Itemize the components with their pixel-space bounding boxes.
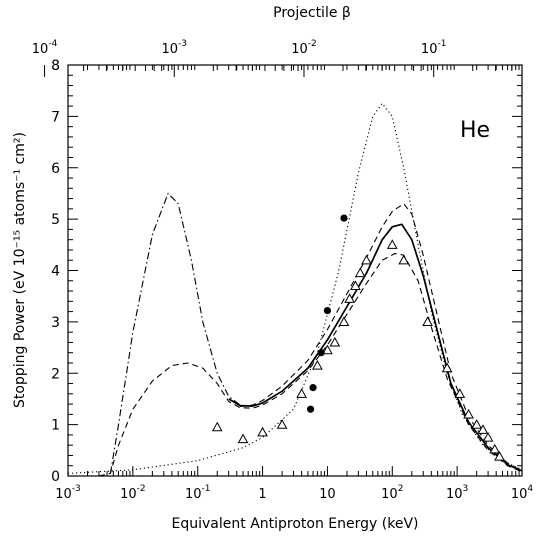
y-axis-label: Stopping Power (eV 10⁻¹⁵ atoms⁻¹ cm²) <box>12 132 28 408</box>
data-point-triangle <box>296 388 307 398</box>
data-point-triangle <box>454 388 466 398</box>
data-point-filled-circle <box>340 214 348 222</box>
data-point-triangle <box>211 421 223 432</box>
top-axis-ticks: 10-4 10-3 10-2 10-1 <box>32 39 513 77</box>
top-tick-label: 10-3 <box>162 39 188 57</box>
data-point-triangle <box>477 424 489 434</box>
data-point-triangle <box>398 254 410 265</box>
y-tick-label: 0 <box>51 469 60 485</box>
plot-frame <box>67 64 523 477</box>
data-point-triangle <box>361 254 372 265</box>
data-point-filled-circle <box>306 405 315 413</box>
x-tick-label: 10-2 <box>120 484 146 502</box>
data-point-triangle <box>322 344 333 355</box>
data-point-triangle <box>276 419 288 429</box>
data-point-triangle <box>422 316 433 326</box>
y-tick-label: 5 <box>51 212 60 228</box>
data-point-triangle <box>441 362 453 373</box>
y-tick-label: 1 <box>51 418 60 434</box>
data-point-triangle <box>482 431 494 442</box>
plot-area <box>67 64 523 477</box>
data-point-triangle <box>312 360 323 370</box>
top-tick-label: 10-4 <box>32 39 58 57</box>
panel-label: He <box>460 118 490 143</box>
y-axis-ticks: 0 1 2 3 4 5 6 7 8 <box>51 58 522 485</box>
data-point-triangle <box>386 239 398 249</box>
data-point-triangle <box>494 450 505 461</box>
data-point-triangle <box>338 316 350 326</box>
x-tick-label: 1 <box>258 487 266 502</box>
data-point-triangle <box>344 293 355 303</box>
data-point-triangle <box>354 267 366 278</box>
x-axis-label: Equivalent Antiproton Energy (keV) <box>172 516 419 532</box>
data-point-filled-circle <box>317 349 325 357</box>
y-tick-label: 3 <box>51 315 60 331</box>
x-tick-label: 103 <box>446 484 468 502</box>
series-line-5 <box>67 102 523 474</box>
x-tick-label: 10-3 <box>55 484 81 502</box>
series-line-4 <box>109 192 241 474</box>
x-tick-label: 10-1 <box>185 484 211 502</box>
data-point-triangle <box>329 336 341 347</box>
top-tick-label: 10-1 <box>421 39 447 57</box>
data-point-triangle <box>237 433 249 444</box>
data-point-filled-circle <box>309 384 317 392</box>
data-point-filled-circle <box>323 306 332 315</box>
data-point-triangle <box>489 443 501 454</box>
data-point-triangle <box>471 419 483 429</box>
y-tick-label: 4 <box>51 264 60 280</box>
data-point-triangle <box>463 408 474 419</box>
series-layer <box>67 102 523 477</box>
y-tick-label: 2 <box>51 366 60 382</box>
y-tick-label: 6 <box>51 161 60 177</box>
top-axis-label: Projectile β <box>273 5 351 21</box>
data-point-triangle <box>257 426 268 437</box>
x-tick-label: 10 <box>319 487 336 502</box>
x-axis-ticks: 10-3 10-2 10-1 1 10 102 103 104 <box>55 65 533 502</box>
top-tick-label: 10-2 <box>291 39 317 57</box>
y-tick-label: 7 <box>51 109 60 125</box>
data-point-triangle <box>350 280 361 291</box>
marker-layer <box>211 214 505 461</box>
x-tick-label: 102 <box>381 484 403 502</box>
x-tick-label: 104 <box>511 484 534 502</box>
series-line-1 <box>228 223 523 472</box>
y-tick-label: 8 <box>51 58 60 74</box>
